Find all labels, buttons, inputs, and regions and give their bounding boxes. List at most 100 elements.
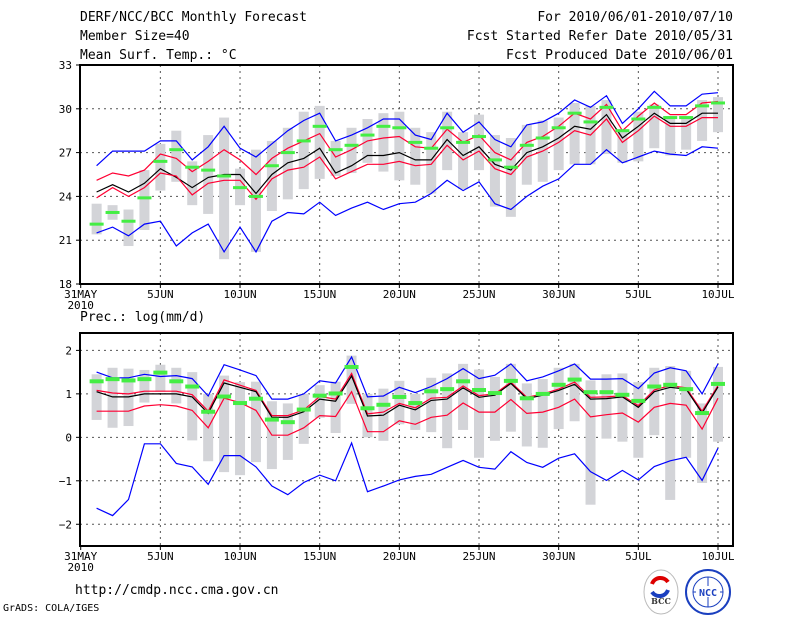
ensemble-range-bar	[569, 102, 580, 165]
observed-marker	[631, 398, 646, 403]
observed-marker	[217, 174, 232, 178]
ensemble-range-bar	[505, 138, 516, 217]
ensemble-range-bar	[123, 209, 134, 247]
series-mean-line	[96, 112, 718, 195]
plot-frame	[79, 64, 734, 285]
ensemble-range-bar	[442, 373, 453, 449]
ensemble-range-bar	[187, 161, 198, 206]
observed-marker	[440, 387, 455, 392]
ensemble-range-bar	[585, 380, 596, 505]
series-lower-line	[96, 390, 719, 436]
observed-marker	[89, 379, 104, 384]
member-size: Member Size=40	[80, 29, 190, 44]
observed-marker	[711, 101, 725, 105]
x-tick-label: 20JUN	[383, 550, 416, 563]
ensemble-range-bar	[330, 381, 341, 433]
observed-marker	[663, 116, 678, 120]
ensemble-range-bar	[250, 149, 261, 252]
precip-panel-title: Prec.: log(mm/d)	[80, 310, 206, 325]
ensemble-range-bar	[282, 403, 293, 460]
observed-marker	[376, 402, 391, 407]
x-tick-label: 31MAY	[64, 288, 97, 301]
observed-marker	[264, 417, 279, 422]
observed-marker	[599, 105, 614, 109]
ensemble-range-bar	[505, 363, 516, 432]
observed-marker	[392, 394, 407, 399]
observed-marker	[424, 389, 439, 394]
series-lower-line	[96, 115, 718, 201]
x-tick-label: 30JUN	[542, 550, 575, 563]
observed-marker	[551, 382, 566, 387]
x-tick-label: 30JUN	[542, 288, 575, 301]
y-tick-label: 18	[59, 278, 72, 291]
observed-marker	[408, 401, 423, 406]
ensemble-range-bar	[474, 369, 485, 458]
series-upper-line	[96, 100, 719, 181]
observed-marker	[567, 111, 582, 115]
ensemble-range-bar	[713, 366, 723, 442]
ensemble-range-bar	[633, 111, 644, 162]
ensemble-range-bar	[187, 372, 198, 441]
y-tick-label: 27	[59, 147, 72, 160]
ensemble-range-bar	[553, 367, 564, 430]
observed-marker	[280, 151, 295, 155]
y-tick-label: 24	[59, 190, 73, 203]
x-tick-label: 25JUN	[462, 288, 495, 301]
observed-marker	[647, 105, 662, 109]
x-tick-label: 5JUN	[147, 288, 174, 301]
observed-marker	[647, 384, 662, 389]
x-tick-label: 10JUL	[701, 288, 734, 301]
ensemble-range-bar	[314, 385, 325, 418]
observed-marker	[137, 377, 152, 382]
ensemble-range-bar	[298, 393, 309, 444]
observed-marker	[551, 126, 566, 130]
website-url[interactable]: http://cmdp.ncc.cma.gov.cn	[75, 583, 279, 598]
observed-marker	[679, 387, 694, 392]
ensemble-range-bar	[569, 363, 580, 422]
y-tick-label: −1	[59, 475, 72, 488]
observed-marker	[360, 406, 375, 411]
x-tick-label: 10JUN	[223, 288, 256, 301]
x-year-label: 2010	[67, 299, 94, 312]
observed-marker	[519, 396, 534, 401]
ensemble-range-bar	[649, 367, 660, 436]
x-tick-label: 15JUN	[303, 288, 336, 301]
observed-marker	[105, 377, 120, 382]
observed-marker	[312, 124, 327, 128]
observed-marker	[392, 126, 407, 130]
x-tick-label: 15JUN	[303, 550, 336, 563]
observed-marker	[456, 379, 471, 384]
observed-marker	[185, 384, 200, 389]
forecast-period: For 2010/06/01-2010/07/10	[537, 10, 733, 25]
x-tick-label: 10JUN	[223, 550, 256, 563]
observed-marker	[328, 148, 343, 152]
observed-marker	[599, 390, 614, 395]
ensemble-range-bar	[155, 143, 166, 191]
series-max-line	[96, 355, 719, 400]
ensemble-range-bar	[474, 114, 485, 171]
observed-marker	[408, 140, 423, 144]
observed-marker	[169, 148, 184, 152]
ensemble-range-bar	[601, 100, 612, 155]
observed-marker	[248, 396, 263, 401]
ensemble-range-bar	[665, 366, 676, 500]
ensemble-range-bar	[537, 379, 548, 448]
forecast-produced-date: Fcst Produced Date 2010/06/01	[506, 48, 733, 63]
ensemble-range-bar	[91, 203, 102, 235]
observed-marker	[153, 159, 168, 163]
ensemble-range-bar	[139, 170, 150, 230]
observed-marker	[535, 391, 550, 396]
observed-marker	[503, 165, 518, 169]
observed-marker	[456, 140, 471, 144]
ensemble-range-bar	[410, 393, 421, 430]
observed-marker	[344, 364, 359, 369]
ensemble-range-bar	[298, 111, 309, 190]
ensemble-range-bar	[282, 127, 293, 200]
observed-marker	[487, 391, 502, 396]
observed-marker	[169, 379, 184, 384]
observed-marker	[344, 143, 359, 147]
x-tick-label: 31MAY	[64, 550, 97, 563]
ensemble-range-bar	[681, 116, 692, 150]
observed-marker	[121, 378, 136, 383]
observed-marker	[583, 390, 598, 395]
